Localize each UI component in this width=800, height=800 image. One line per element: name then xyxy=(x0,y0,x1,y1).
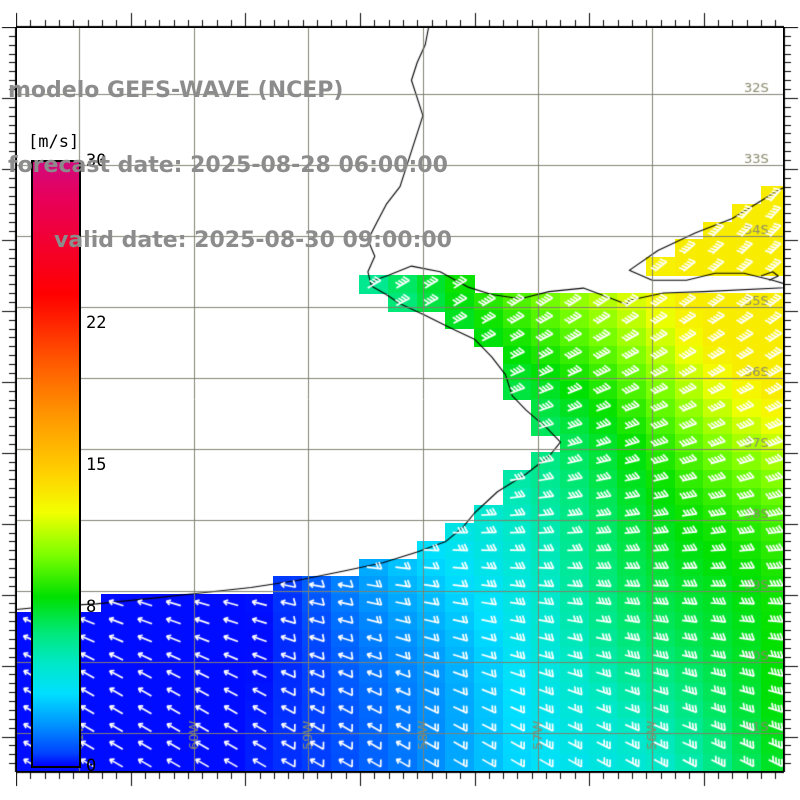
ruler-top xyxy=(16,10,784,27)
colorbar-unit-label: [m/s] xyxy=(28,132,80,152)
colorbar-tick-8: 8 xyxy=(86,597,97,618)
title-forecast-line: forecast date: 2025-08-28 06:00:00 xyxy=(8,153,448,178)
map-plot-area[interactable] xyxy=(16,27,784,772)
colorbar-tick-30: 30 xyxy=(86,151,107,171)
colorbar[interactable] xyxy=(31,160,81,768)
ruler-bottom xyxy=(16,772,784,789)
colorbar-tick-15: 15 xyxy=(86,455,107,475)
colorbar-tick-22: 22 xyxy=(86,312,107,333)
title-valid-line: valid date: 2025-08-30 09:00:00 xyxy=(54,228,452,253)
title-block: modelo GEFS-WAVE (NCEP) forecast date: 2… xyxy=(8,28,498,303)
ruler-left xyxy=(0,27,16,772)
colorbar-tick-0: 0 xyxy=(86,755,97,776)
colorbar-gradient xyxy=(31,160,81,768)
ruler-right xyxy=(784,27,800,772)
wind-barb-layer xyxy=(16,27,784,772)
title-model-line: modelo GEFS-WAVE (NCEP) xyxy=(8,78,344,103)
